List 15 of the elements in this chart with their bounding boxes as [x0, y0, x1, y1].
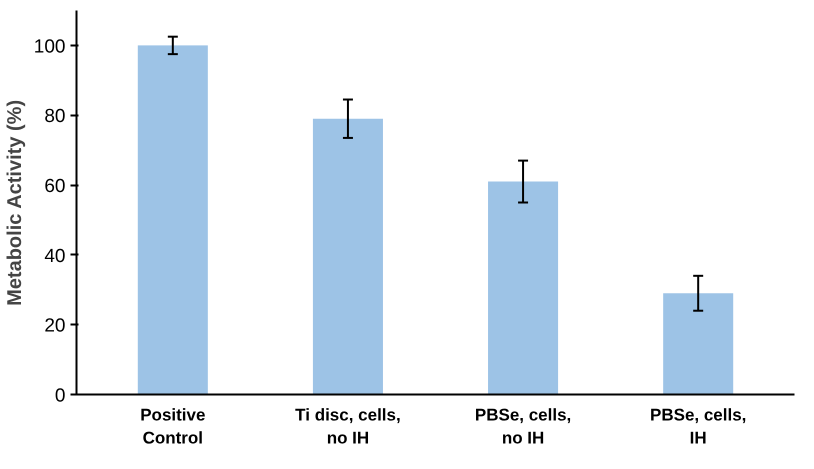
- y-axis-title: Metabolic Activity (%): [4, 100, 26, 306]
- bar: [663, 293, 734, 394]
- y-tick-label: 40: [44, 246, 66, 267]
- y-tick-label: 20: [44, 316, 66, 337]
- x-tick-label: PBSe, cells, no IH: [474, 406, 572, 448]
- x-tick-label: Positive Control: [140, 406, 206, 448]
- y-tick-label: 80: [44, 106, 66, 128]
- x-tick-label: PBSe, cells, IH: [650, 406, 746, 448]
- y-tick-label: 0: [54, 386, 66, 406]
- x-tick-label: Ti disc, cells, no IH: [295, 406, 401, 448]
- y-tick-label: 100: [34, 36, 66, 58]
- bar: [488, 182, 558, 394]
- y-tick-label: 60: [44, 176, 66, 198]
- bar: [138, 45, 208, 394]
- bar: [312, 118, 383, 394]
